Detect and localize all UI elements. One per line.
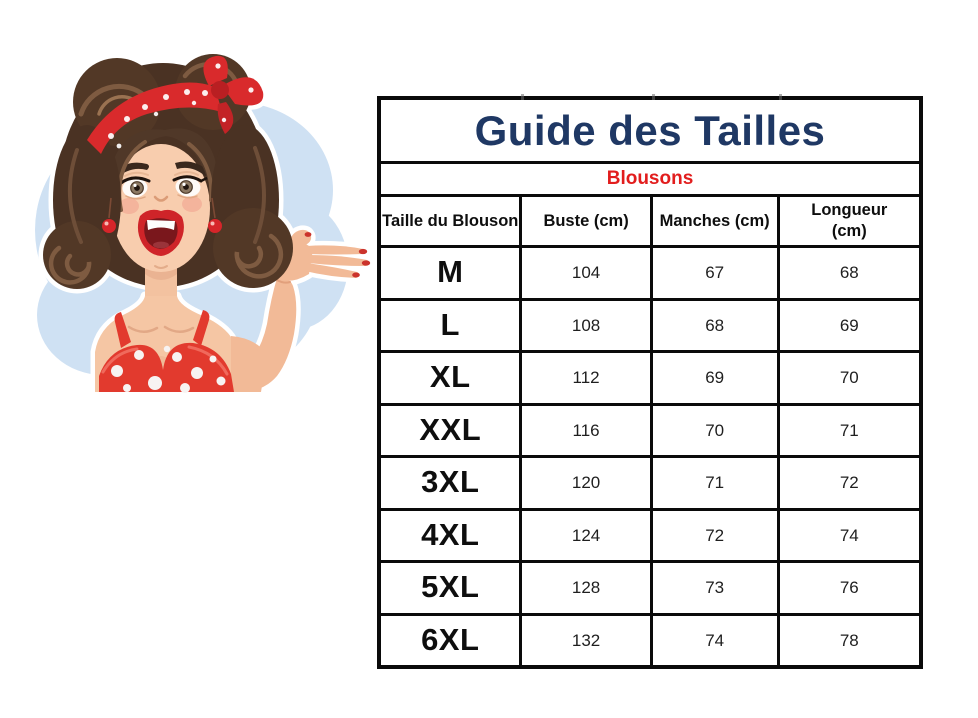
- table-row: 6XL 132 74 78: [381, 615, 919, 665]
- size-label: 5XL: [381, 563, 523, 613]
- face: [112, 144, 210, 272]
- table-row: XXL 116 70 71: [381, 405, 919, 458]
- table-body: M 104 67 68 L 108 68 69 XL 112 69 70 XXL…: [381, 248, 919, 665]
- length-value: 71: [839, 420, 859, 440]
- bust-value: 120: [522, 458, 653, 508]
- length-value: 68: [839, 263, 859, 283]
- table-title: Guide des Tailles: [381, 100, 919, 164]
- header-longueur: Longueur (cm): [811, 201, 888, 240]
- left-eye: [113, 171, 151, 200]
- size-label: 6XL: [381, 615, 523, 665]
- cherry-earrings: [102, 197, 222, 233]
- bust-value: 108: [522, 300, 653, 350]
- bust-value: 132: [522, 615, 653, 665]
- bust-value: 124: [522, 510, 653, 560]
- header-manches: Manches (cm): [653, 197, 780, 245]
- category-label: Blousons: [381, 164, 919, 197]
- table-row: 5XL 128 73 76: [381, 563, 919, 616]
- sleeve-value: 74: [653, 615, 780, 665]
- size-guide-table: Guide des Tailles Blousons Taille du Blo…: [377, 94, 923, 669]
- table-row: M 104 67 68: [381, 248, 919, 301]
- sleeve-value: 67: [653, 248, 780, 298]
- size-label: XXL: [381, 405, 523, 455]
- length-value: 76: [839, 578, 859, 598]
- mouth: [137, 209, 184, 256]
- arm-hand: [231, 229, 371, 392]
- table-row: L 108 68 69: [381, 300, 919, 353]
- header-buste: Buste (cm): [522, 197, 653, 245]
- border-tick: [521, 94, 524, 100]
- length-value: 78: [839, 630, 859, 650]
- length-value: 69: [839, 315, 859, 335]
- table-row: 3XL 120 71 72: [381, 458, 919, 511]
- bust-value: 112: [522, 353, 653, 403]
- header-taille: Taille du Blouson: [381, 197, 523, 245]
- length-value: 70: [839, 368, 859, 388]
- sleeve-value: 73: [653, 563, 780, 613]
- polka-dot-top: [99, 310, 234, 393]
- bust-value: 116: [522, 405, 653, 455]
- bust-value: 128: [522, 563, 653, 613]
- right-eye: [172, 171, 209, 199]
- border-tick: [652, 94, 655, 100]
- size-label: 3XL: [381, 458, 523, 508]
- sleeve-value: 71: [653, 458, 780, 508]
- size-label: 4XL: [381, 510, 523, 560]
- table-header-row: Taille du Blouson Buste (cm) Manches (cm…: [381, 197, 919, 248]
- size-label: L: [381, 300, 523, 350]
- sleeve-value: 72: [653, 510, 780, 560]
- size-label: XL: [381, 353, 523, 403]
- hair-side: [43, 125, 293, 289]
- sleeve-value: 69: [653, 353, 780, 403]
- bandana: [87, 55, 264, 154]
- sleeve-value: 68: [653, 300, 780, 350]
- sleeve-value: 70: [653, 405, 780, 455]
- size-label: M: [381, 248, 523, 298]
- pinup-woman-illustration: [35, 49, 375, 397]
- table-row: XL 112 69 70: [381, 353, 919, 406]
- bust-value: 104: [522, 248, 653, 298]
- table-row: 4XL 124 72 74: [381, 510, 919, 563]
- border-tick: [779, 94, 782, 100]
- length-value: 72: [839, 473, 859, 493]
- length-value: 74: [839, 525, 859, 545]
